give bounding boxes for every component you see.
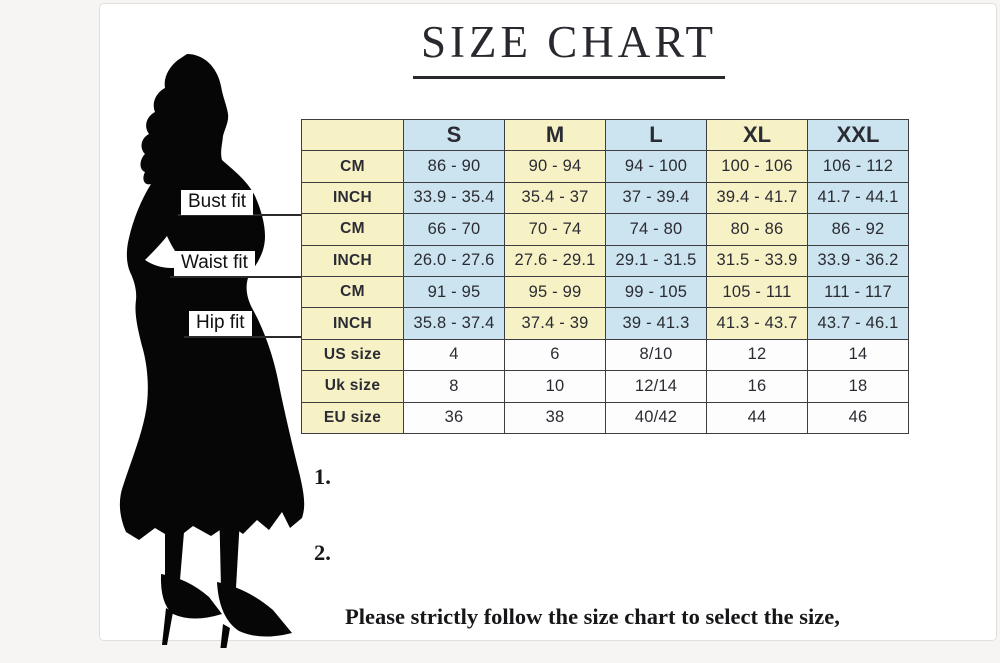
row-label: INCH (301, 181, 404, 215)
table-cell: 86 - 90 (403, 150, 505, 183)
table-cell: 95 - 99 (504, 275, 606, 309)
table-cell: 27.6 - 29.1 (504, 244, 606, 277)
table-cell: 70 - 74 (504, 213, 606, 246)
table-cell: 43.7 - 46.1 (807, 307, 909, 340)
table-cell: 4 (403, 338, 505, 372)
row-label: Uk size (301, 370, 404, 403)
title-underline (413, 76, 725, 79)
left-heel (162, 608, 173, 645)
note-1-line-1: Please strictly follow the size chart to… (345, 604, 840, 629)
row-label: INCH (301, 244, 404, 277)
table-cell: 100 - 106 (706, 150, 808, 183)
right-shoe (217, 582, 292, 637)
table-cell: 12/14 (605, 370, 707, 403)
row-label: CM (301, 213, 404, 246)
table-row: EU size 36 38 40/42 44 46 (301, 401, 909, 434)
table-cell: 41.7 - 44.1 (807, 181, 909, 215)
table-cell: 33.9 - 35.4 (403, 181, 505, 215)
woman-silhouette-image (119, 54, 305, 648)
table-cell: 39.4 - 41.7 (706, 181, 808, 215)
row-label: EU size (301, 401, 404, 434)
note-1-number: 1. (314, 464, 331, 489)
table-cell: 91 - 95 (403, 275, 505, 309)
column-header-s: S (403, 118, 505, 152)
body-outline (119, 54, 305, 540)
table-row: CM 91 - 95 95 - 99 99 - 105 105 - 111 111 - 1… (301, 275, 909, 309)
hip-fit-label: Hip fit (189, 311, 252, 336)
left-shoe (160, 574, 222, 619)
waist-pointer-line (170, 276, 303, 278)
right-heel (220, 624, 230, 648)
table-cell: 99 - 105 (605, 275, 707, 309)
table-cell: 86 - 92 (807, 213, 909, 246)
table-cell: 80 - 86 (706, 213, 808, 246)
row-label: US size (301, 338, 404, 372)
row-label: INCH (301, 307, 404, 340)
table-cell: 44 (706, 401, 808, 434)
table-row: CM 86 - 90 90 - 94 94 - 100 100 - 106 106 - 1… (301, 150, 909, 183)
table-cell: 41.3 - 43.7 (706, 307, 808, 340)
column-header-m: M (504, 118, 606, 152)
table-cell: 94 - 100 (605, 150, 707, 183)
table-cell: 33.9 - 36.2 (807, 244, 909, 277)
table-cell: 10 (504, 370, 606, 403)
table-cell: 40/42 (605, 401, 707, 434)
table-row: INCH 33.9 - 35.4 35.4 - 37 37 - 39.4 39.4 - … (301, 181, 909, 215)
table-cell: 111 - 117 (807, 275, 909, 309)
hip-pointer-line (184, 336, 303, 338)
table-cell: 37 - 39.4 (605, 181, 707, 215)
table-cell: 105 - 111 (706, 275, 808, 309)
table-cell: 26.0 - 27.6 (403, 244, 505, 277)
row-label: CM (301, 150, 404, 183)
note-2-number: 2. (314, 540, 331, 565)
column-header-xxl: XXL (807, 118, 909, 152)
bust-fit-label: Bust fit (181, 190, 254, 215)
table-cell: 18 (807, 370, 909, 403)
column-header-l: L (605, 118, 707, 152)
table-cell: 74 - 80 (605, 213, 707, 246)
table-row: INCH 35.8 - 37.4 37.4 - 39 39 - 41.3 41.3 - … (301, 307, 909, 340)
table-cell: 6 (504, 338, 606, 372)
size-table: S M L XL XXL CM 86 - 90 90 - 94 94 - 100 100 - 1… (301, 118, 909, 434)
column-header-xl: XL (706, 118, 808, 152)
table-corner-cell (301, 118, 404, 152)
row-label: CM (301, 275, 404, 309)
table-row: Uk size 8 10 12/14 16 18 (301, 370, 909, 403)
note-1: 1. Please strictly follow the size chart… (314, 463, 974, 663)
table-cell: 8/10 (605, 338, 707, 372)
table-cell: 16 (706, 370, 808, 403)
table-cell: 35.4 - 37 (504, 181, 606, 215)
size-table-header-row: S M L XL XXL (301, 118, 909, 152)
table-cell: 12 (706, 338, 808, 372)
note-2: 2. The size may have 2-3cm difference to… (314, 539, 994, 663)
table-cell: 106 - 112 (807, 150, 909, 183)
table-cell: 38 (504, 401, 606, 434)
table-cell: 37.4 - 39 (504, 307, 606, 340)
table-cell: 35.8 - 37.4 (403, 307, 505, 340)
table-cell: 46 (807, 401, 909, 434)
table-row: CM 66 - 70 70 - 74 74 - 80 80 - 86 86 - 92 (301, 213, 909, 246)
table-cell: 39 - 41.3 (605, 307, 707, 340)
table-row: US size 4 6 8/10 12 14 (301, 338, 909, 372)
table-cell: 31.5 - 33.9 (706, 244, 808, 277)
table-cell: 90 - 94 (504, 150, 606, 183)
waist-fit-label: Waist fit (174, 251, 255, 276)
table-cell: 8 (403, 370, 505, 403)
page-title: SIZE CHART (420, 17, 718, 67)
table-cell: 66 - 70 (403, 213, 505, 246)
table-cell: 14 (807, 338, 909, 372)
table-cell: 36 (403, 401, 505, 434)
table-cell: 29.1 - 31.5 (605, 244, 707, 277)
table-row: INCH 26.0 - 27.6 27.6 - 29.1 29.1 - 31.5 31.… (301, 244, 909, 277)
